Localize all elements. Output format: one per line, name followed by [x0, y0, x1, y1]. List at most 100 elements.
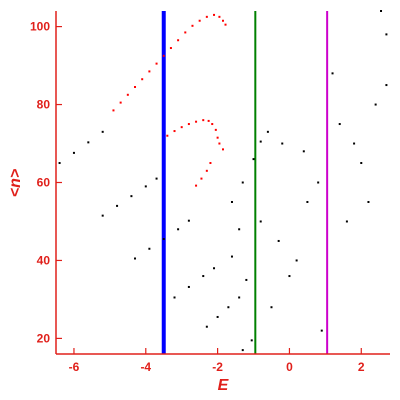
point-s2-52 — [288, 275, 291, 278]
point-s2-36 — [306, 200, 309, 203]
point-s2-41 — [345, 220, 348, 223]
point-s1-29 — [218, 142, 221, 145]
point-s2-1 — [58, 162, 61, 165]
point-s2-39 — [360, 162, 363, 165]
point-s1-28 — [216, 136, 219, 139]
point-s2-22 — [238, 296, 241, 299]
point-s2-17 — [202, 275, 205, 278]
point-s2-19 — [205, 325, 208, 328]
point-s1-12 — [191, 24, 194, 27]
point-s1-30 — [222, 148, 224, 151]
x-axis-label: E — [218, 377, 230, 394]
point-s2-50 — [320, 329, 323, 332]
point-s1-9 — [169, 47, 172, 50]
point-s2-23 — [241, 349, 244, 352]
point-s2-34 — [277, 239, 280, 242]
y-tick-label: 80 — [37, 98, 51, 112]
y-tick-label: 100 — [30, 20, 50, 34]
point-s2-48 — [230, 255, 233, 258]
point-s1-8 — [162, 54, 165, 57]
point-s1-16 — [218, 15, 221, 18]
point-s1-5 — [141, 78, 144, 81]
point-s2-13 — [177, 228, 180, 231]
point-s2-4 — [101, 130, 104, 133]
point-s2-3 — [87, 141, 90, 144]
point-s2-10 — [134, 257, 137, 260]
point-s2-15 — [173, 296, 176, 299]
x-tick-label: -6 — [69, 360, 80, 374]
point-s1-2 — [119, 101, 122, 104]
y-tick-label: 40 — [37, 253, 51, 267]
point-s2-20 — [216, 315, 219, 318]
point-s1-15 — [213, 13, 216, 16]
point-s2-7 — [130, 195, 133, 198]
point-s1-13 — [198, 19, 201, 22]
plot-area — [56, 11, 390, 354]
point-s1-21 — [180, 126, 183, 129]
point-s2-24 — [250, 339, 253, 342]
point-s1-31 — [209, 162, 212, 165]
point-s2-12 — [162, 238, 165, 241]
point-s2-51 — [270, 306, 273, 309]
point-s2-44 — [331, 72, 334, 75]
point-s2-47 — [238, 228, 241, 231]
point-s2-42 — [374, 103, 377, 106]
point-s2-33 — [259, 220, 262, 223]
point-s2-35 — [295, 259, 298, 262]
point-s2-38 — [353, 142, 356, 145]
point-s1-22 — [187, 123, 190, 126]
point-s1-23 — [195, 120, 198, 123]
point-s2-25 — [230, 200, 233, 203]
point-s2-16 — [187, 285, 190, 288]
y-axis-ticks: 20 40 60 80 100 — [30, 20, 62, 345]
x-axis-ticks: -6 -4 -2 0 2 — [69, 348, 365, 374]
point-s2-27 — [252, 158, 255, 161]
y-tick-label: 60 — [37, 176, 51, 190]
point-s1-3 — [126, 93, 129, 96]
point-s2-49 — [245, 278, 248, 281]
point-s2-30 — [281, 142, 284, 145]
point-s2-9 — [155, 177, 158, 180]
x-tick-label: 2 — [358, 360, 365, 374]
point-s2-11 — [148, 247, 151, 250]
point-s2-8 — [144, 185, 147, 188]
point-s2-29 — [266, 130, 269, 133]
point-s1-7 — [155, 62, 158, 65]
x-tick-label: -2 — [212, 360, 223, 374]
point-s2-32 — [317, 181, 320, 184]
point-s1-18 — [224, 23, 227, 26]
point-s1-11 — [184, 31, 187, 34]
point-s2-37 — [338, 123, 341, 126]
point-s1-27 — [214, 128, 217, 131]
point-s2-43 — [385, 84, 388, 87]
x-tick-label: 0 — [286, 360, 293, 374]
point-s2-28 — [259, 140, 262, 143]
point-s2-31 — [302, 150, 305, 153]
point-s1-33 — [200, 177, 203, 180]
point-s2-26 — [241, 181, 244, 184]
point-s1-25 — [207, 119, 210, 122]
point-s2-6 — [116, 204, 119, 207]
point-s1-26 — [211, 123, 214, 126]
point-s2-45 — [380, 10, 383, 12]
point-s2-2 — [72, 151, 75, 154]
point-s1-17 — [222, 19, 224, 22]
reference-lines — [161, 11, 329, 354]
point-s1-19 — [166, 134, 169, 137]
point-s1-14 — [205, 15, 208, 18]
point-s2-40 — [367, 200, 370, 203]
y-tick-label: 20 — [37, 331, 51, 345]
point-s2-5 — [101, 214, 104, 217]
point-s1-6 — [148, 70, 151, 73]
point-s1-32 — [205, 169, 208, 172]
point-s1-1 — [112, 109, 115, 112]
point-s2-14 — [187, 219, 190, 222]
x-tick-label: -4 — [140, 360, 151, 374]
point-s1-20 — [173, 130, 176, 133]
point-s2-21 — [227, 306, 230, 309]
data-points — [58, 10, 388, 352]
point-s1-24 — [202, 119, 205, 122]
point-s1-34 — [195, 184, 198, 187]
point-s2-46 — [385, 33, 388, 36]
